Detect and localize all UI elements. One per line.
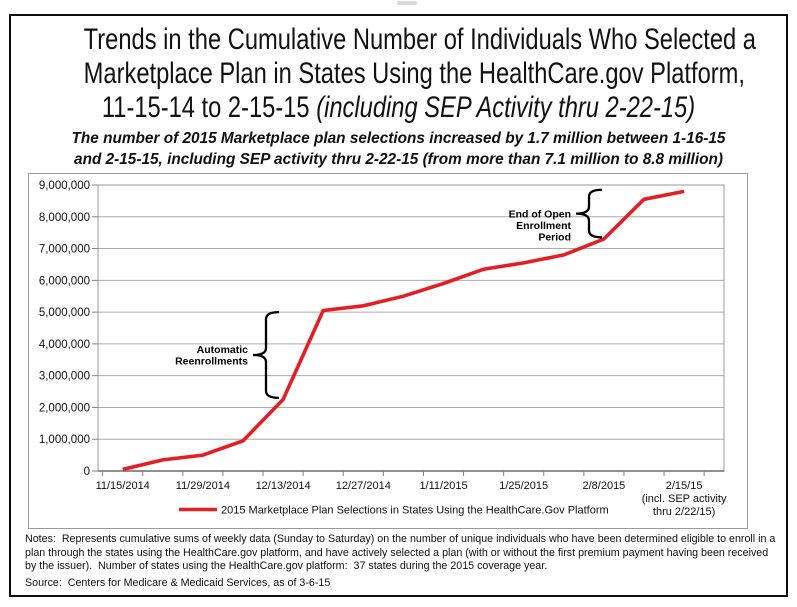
title-line-3-dates: 11-15-14 to 2-15-15 [101,91,310,124]
title-line-3-sep-note: (including SEP Activity thru 2-22-15) [316,91,696,124]
x-tick-label: 2/8/2015 [582,480,625,492]
annotation-label: Reenrollments [175,355,248,367]
chart-area: 0 1,000,000 2,000,000 3,000,000 4,000,000 5,0… [28,173,748,529]
x-tick-label: (incl. SEP activity [642,493,727,505]
x-tick-label: 11/29/2014 [176,480,230,492]
source-text: Source: Centers for Medicare & Medicaid … [25,577,331,589]
page-title: Trends in the Cumulative Number of Indiv… [0,23,797,125]
y-tick-label: 7,000,000 [39,244,90,256]
x-tick-label: 1/25/2015 [499,480,548,492]
legend-label: 2015 Marketplace Plan Selections in Stat… [221,505,609,517]
y-tick-label: 6,000,000 [39,275,90,287]
y-tick-label: 8,000,000 [39,212,90,224]
x-tick-label: thru 2/22/15) [653,506,715,518]
y-tick-label: 9,000,000 [39,180,90,192]
annotation-label: End of Open [509,209,571,221]
y-tick-label: 5,000,000 [39,307,90,319]
title-line-2: Marketplace Plan in States Using the Hea… [83,57,745,90]
brace-annotation [252,310,280,400]
annotation-label: Period [538,232,571,244]
notes-text: Notes: Represents cumulative sums of wee… [25,533,779,573]
figure-border [9,14,788,597]
figure-subtitle: The number of 2015 Marketplace plan sele… [0,128,797,170]
y-tick-label: 3,000,000 [39,371,90,383]
x-tick-label: 11/15/2014 [96,480,150,492]
subtitle-line-1: The number of 2015 Marketplace plan sele… [71,130,726,147]
subtitle-line-2: and 2-15-15, including SEP activity thru… [74,151,723,168]
brace-annotation [575,188,603,239]
y-tick-label: 1,000,000 [39,434,90,446]
annotation-label: Enrollment [516,220,571,232]
annotation-label: Automatic [197,344,248,356]
page-top-artifact [397,1,417,5]
y-tick-label: 4,000,000 [39,339,90,351]
y-tick-label: 2,000,000 [39,402,90,414]
title-line-1: Trends in the Cumulative Number of Indiv… [83,23,756,56]
trend-line [122,189,685,472]
x-tick-label: 12/13/2014 [256,480,311,492]
title-line-3: 11-15-14 to 2-15-15 (including SEP Activ… [84,91,714,125]
enrollment-trend-chart: 0 1,000,000 2,000,000 3,000,000 4,000,000 5,0… [39,180,727,518]
x-tick-label: 1/11/2015 [419,480,467,492]
y-tick-label: 0 [84,466,90,478]
x-tick-label: 2/15/15 [666,480,703,492]
x-tick-label: 12/27/2014 [336,480,391,492]
plot-border [97,184,725,472]
